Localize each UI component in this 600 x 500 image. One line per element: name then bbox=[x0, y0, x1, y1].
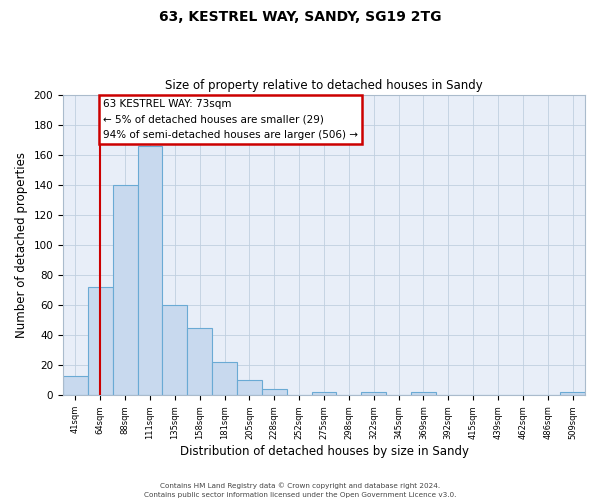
X-axis label: Distribution of detached houses by size in Sandy: Distribution of detached houses by size … bbox=[179, 444, 469, 458]
Bar bbox=[237, 380, 262, 396]
Bar bbox=[137, 146, 163, 396]
Bar bbox=[63, 376, 88, 396]
Bar bbox=[187, 328, 212, 396]
Bar bbox=[212, 362, 237, 396]
Y-axis label: Number of detached properties: Number of detached properties bbox=[15, 152, 28, 338]
Text: 63 KESTREL WAY: 73sqm
← 5% of detached houses are smaller (29)
94% of semi-detac: 63 KESTREL WAY: 73sqm ← 5% of detached h… bbox=[103, 99, 358, 140]
Text: Contains HM Land Registry data © Crown copyright and database right 2024.: Contains HM Land Registry data © Crown c… bbox=[160, 482, 440, 489]
Text: 63, KESTREL WAY, SANDY, SG19 2TG: 63, KESTREL WAY, SANDY, SG19 2TG bbox=[159, 10, 441, 24]
Bar bbox=[113, 185, 137, 396]
Bar bbox=[560, 392, 585, 396]
Bar bbox=[361, 392, 386, 396]
Bar bbox=[262, 390, 287, 396]
Text: Contains public sector information licensed under the Open Government Licence v3: Contains public sector information licen… bbox=[144, 492, 456, 498]
Title: Size of property relative to detached houses in Sandy: Size of property relative to detached ho… bbox=[165, 79, 483, 92]
Bar bbox=[311, 392, 337, 396]
Bar bbox=[163, 305, 187, 396]
Bar bbox=[411, 392, 436, 396]
Bar bbox=[88, 287, 113, 396]
